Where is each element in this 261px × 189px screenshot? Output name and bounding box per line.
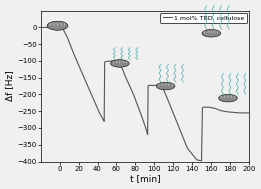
Ellipse shape	[202, 29, 221, 37]
Ellipse shape	[47, 21, 68, 30]
X-axis label: t [min]: t [min]	[129, 174, 160, 184]
Ellipse shape	[156, 82, 175, 90]
Y-axis label: Δf [Hz]: Δf [Hz]	[5, 71, 15, 101]
Ellipse shape	[110, 60, 129, 67]
Ellipse shape	[219, 94, 237, 102]
Legend: 1 mol% TBD, cellulose: 1 mol% TBD, cellulose	[160, 12, 247, 23]
